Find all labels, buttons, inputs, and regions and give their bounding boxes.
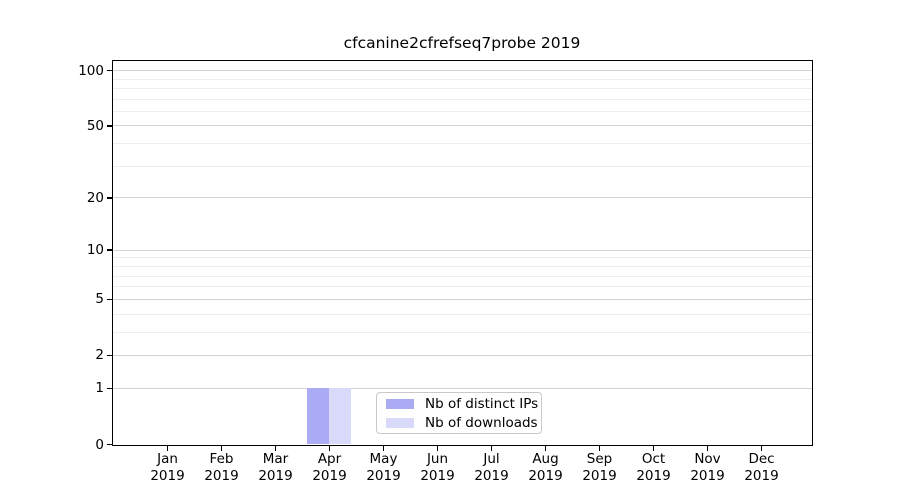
y-tick-label: 2 <box>95 347 104 364</box>
legend-swatch <box>386 398 414 409</box>
x-tickmark <box>652 446 655 451</box>
x-tick-label: Oct 2019 <box>619 451 689 485</box>
x-tick-year: 2019 <box>258 468 293 484</box>
y-tickmark <box>106 298 113 301</box>
x-tickmark <box>598 446 601 451</box>
x-tickmark <box>436 446 439 451</box>
x-tick-month: Apr <box>317 451 342 467</box>
x-tick-year: 2019 <box>420 468 455 484</box>
y-gridline-major <box>113 249 812 251</box>
x-tick-month: Jul <box>483 451 500 467</box>
x-tick-year: 2019 <box>744 468 779 484</box>
x-tickmark <box>328 446 331 451</box>
x-tick-year: 2019 <box>528 468 563 484</box>
x-tick-label: May 2019 <box>349 451 419 485</box>
y-gridline-major <box>113 298 812 300</box>
x-tick-month: Sep <box>586 451 613 467</box>
y-gridline-minor <box>113 143 812 145</box>
x-tick-label: Nov 2019 <box>673 451 743 485</box>
legend-label: Nb of downloads <box>425 414 538 431</box>
x-tick-label: Jul 2019 <box>457 451 527 485</box>
x-tick-year: 2019 <box>636 468 671 484</box>
x-tick-month: Feb <box>209 451 234 467</box>
y-gridline-minor <box>113 78 812 80</box>
legend-entry: Nb of downloads <box>386 415 541 431</box>
y-gridline-minor <box>113 257 812 259</box>
y-gridline-minor <box>113 87 812 89</box>
y-gridline-major <box>113 125 812 127</box>
y-tick-label: 0 <box>95 436 104 453</box>
x-tick-label: Mar 2019 <box>241 451 311 485</box>
x-tick-label: Apr 2019 <box>295 451 365 485</box>
x-tick-month: Jan <box>157 451 178 467</box>
y-gridline-minor <box>113 165 812 167</box>
bar-downloads <box>329 387 351 444</box>
x-tick-year: 2019 <box>690 468 725 484</box>
x-tick-month: Nov <box>694 451 721 467</box>
y-tickmark <box>106 125 113 127</box>
x-tick-month: Jun <box>426 451 449 467</box>
y-tick-label: 50 <box>86 117 104 134</box>
x-tickmark <box>760 446 763 451</box>
x-tick-label: Dec 2019 <box>727 451 797 485</box>
chart-title: cfcanine2cfrefseq7probe 2019 <box>343 34 581 52</box>
y-gridline-minor <box>113 286 812 288</box>
y-tickmark <box>106 197 113 199</box>
y-gridline-major <box>113 387 812 389</box>
x-tick-month: Oct <box>641 451 666 467</box>
x-tick-month: Aug <box>532 451 559 467</box>
y-gridline-minor <box>113 331 812 333</box>
y-tickmark <box>106 249 113 251</box>
x-tickmark <box>166 446 169 451</box>
x-tickmark <box>544 446 547 451</box>
x-tick-label: Feb 2019 <box>187 451 257 485</box>
x-tickmark <box>220 446 223 451</box>
y-gridline-major <box>113 197 812 199</box>
y-tick-label: 5 <box>95 291 104 308</box>
x-tick-year: 2019 <box>474 468 509 484</box>
y-gridline-major <box>113 70 812 72</box>
legend-entry: Nb of distinct IPs <box>386 396 541 412</box>
x-tick-label: Sep 2019 <box>565 451 635 485</box>
y-tick-label: 10 <box>86 242 104 259</box>
y-tickmark <box>106 387 113 390</box>
y-gridline-minor <box>113 98 812 100</box>
x-tick-month: May <box>369 451 398 467</box>
x-tickmark <box>274 446 277 451</box>
x-tick-year: 2019 <box>366 468 401 484</box>
x-tick-year: 2019 <box>582 468 617 484</box>
x-tick-year: 2019 <box>204 468 239 484</box>
x-tickmark <box>706 446 709 451</box>
legend-swatch <box>386 417 414 428</box>
y-tickmark <box>106 69 113 72</box>
plot-area: Nb of distinct IPs Nb of downloads <box>112 60 813 446</box>
x-tick-label: Jan 2019 <box>133 451 203 485</box>
x-tick-month: Dec <box>748 451 775 467</box>
y-gridline-major <box>113 354 812 356</box>
y-gridline-minor <box>113 110 812 112</box>
y-tickmark <box>106 354 113 357</box>
y-gridline-minor <box>113 265 812 267</box>
y-tick-label: 100 <box>78 62 104 79</box>
x-tick-year: 2019 <box>312 468 347 484</box>
y-tickmark <box>106 443 113 446</box>
y-gridline-minor <box>113 313 812 315</box>
y-tick-label: 20 <box>86 189 104 206</box>
bar-distinct-ips <box>307 387 329 444</box>
x-tick-label: Jun 2019 <box>403 451 473 485</box>
x-tick-label: Aug 2019 <box>511 451 581 485</box>
x-tick-year: 2019 <box>150 468 185 484</box>
legend-label: Nb of distinct IPs <box>425 395 539 412</box>
x-tickmark <box>382 446 385 451</box>
legend: Nb of distinct IPs Nb of downloads <box>376 392 542 434</box>
y-gridline-minor <box>113 275 812 277</box>
x-tickmark <box>490 446 493 451</box>
x-tick-month: Mar <box>262 451 289 467</box>
y-tick-label: 1 <box>95 380 104 397</box>
